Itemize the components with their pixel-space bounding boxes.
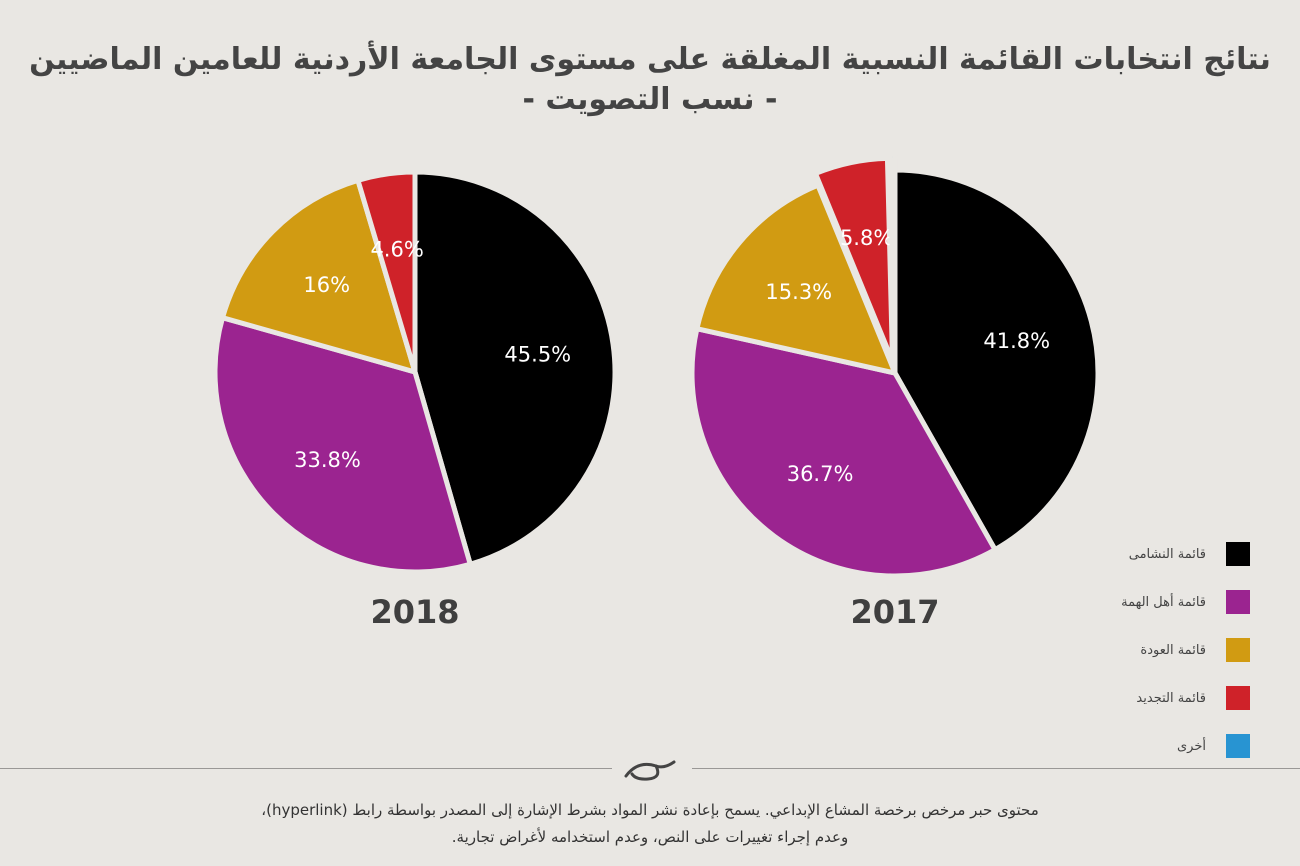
pie-slice-2018-1 xyxy=(212,315,473,575)
license-footer: محتوى حبر مرخص برخصة المشاع الإبداعي. يس… xyxy=(0,797,1300,851)
pie-slice-2017-4 xyxy=(887,151,898,360)
legend-swatch xyxy=(1226,686,1250,710)
slice-label-2017-0: 41.8% xyxy=(983,329,1050,353)
legend-item-alawda: قائمة العودة xyxy=(990,626,1250,674)
pie-slice-2018-3 xyxy=(355,169,418,375)
pie-slice-2017-1 xyxy=(689,326,998,579)
pie-slice-2018-0 xyxy=(412,169,618,567)
hibr-logo-icon xyxy=(612,752,692,788)
slice-label-2017-2: 15.3% xyxy=(765,280,832,304)
slice-label-2018-3: 4.6% xyxy=(370,237,423,261)
slice-label-2018-0: 45.5% xyxy=(504,343,571,367)
legend-label: قائمة أهل الهمة xyxy=(1121,594,1206,610)
chart-title-block: نتائج انتخابات القائمة النسبية المغلقة ع… xyxy=(0,40,1300,120)
pie-slice-2017-2 xyxy=(694,182,898,376)
legend-swatch xyxy=(1226,590,1250,614)
slice-label-2017-3: 5.8% xyxy=(840,226,893,250)
legend-swatch xyxy=(1226,638,1250,662)
year-label-2018: 2018 xyxy=(370,593,459,631)
legend-label: قائمة التجديد xyxy=(1136,690,1206,706)
legend-label: قائمة النشامى xyxy=(1128,546,1206,562)
legend-item-nashama: قائمة النشامى xyxy=(990,530,1250,578)
chart-title: نتائج انتخابات القائمة النسبية المغلقة ع… xyxy=(29,42,1271,77)
slice-label-2018-2: 16% xyxy=(303,273,350,297)
legend-swatch xyxy=(1226,734,1250,758)
pie-slice-2018-2 xyxy=(220,177,418,375)
chart-subtitle: - نسب التصويت - xyxy=(522,82,778,117)
year-label-2017: 2017 xyxy=(850,593,939,631)
legend-label: أخرى xyxy=(1177,738,1206,754)
legend-item-other: أخرى xyxy=(990,722,1250,770)
legend-item-ahl-alhimma: قائمة أهل الهمة xyxy=(990,578,1250,626)
license-line-2: وعدم إجراء تغييرات على النص، وعدم استخدا… xyxy=(451,828,849,846)
legend: قائمة النشامى قائمة أهل الهمة قائمة العو… xyxy=(990,530,1250,770)
legend-label: قائمة العودة xyxy=(1140,642,1206,658)
slice-label-2018-1: 33.8% xyxy=(294,448,361,472)
legend-swatch xyxy=(1226,542,1250,566)
license-line-1: محتوى حبر مرخص برخصة المشاع الإبداعي. يس… xyxy=(261,801,1039,819)
legend-item-altajdeed: قائمة التجديد xyxy=(990,674,1250,722)
pie-slice-2017-0 xyxy=(892,167,1101,553)
slice-label-2017-1: 36.7% xyxy=(787,462,854,486)
